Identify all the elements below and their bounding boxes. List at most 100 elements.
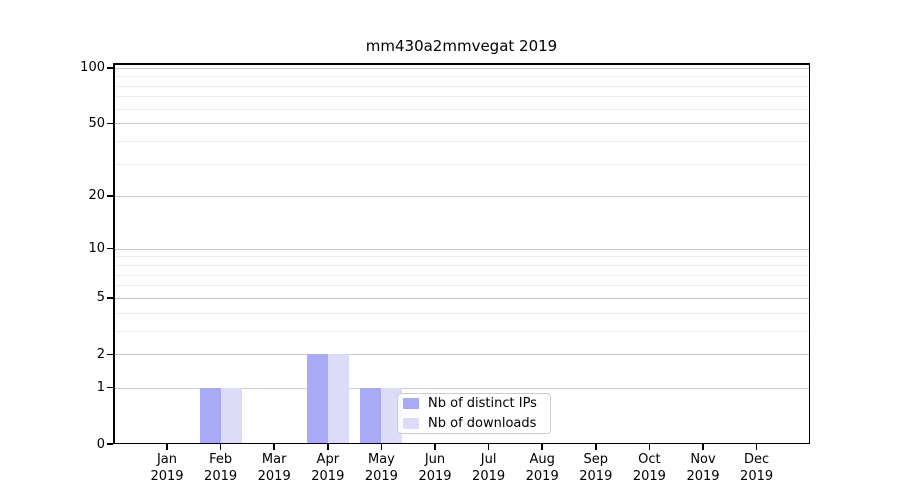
axis-spine-top	[113, 63, 810, 65]
x-tick-month: Dec	[744, 452, 770, 467]
x-tick-month: Jul	[480, 452, 497, 467]
gridline-9	[113, 256, 810, 258]
y-tick-mark-1	[107, 386, 113, 389]
x-tick-year: 2019	[204, 469, 238, 484]
gridline-1	[113, 387, 810, 389]
x-tick-label: May 2019	[351, 451, 411, 485]
x-tick-month: Oct	[638, 452, 661, 467]
y-tick-label: 20	[88, 188, 105, 204]
gridline-60	[113, 108, 810, 110]
legend-item: Nb of distinct IPs	[403, 397, 550, 410]
bar-downloads-apr-2019	[327, 354, 349, 444]
axis-spine-left	[113, 63, 115, 444]
y-tick-mark-5	[107, 297, 113, 299]
y-tick-mark-10	[107, 247, 113, 250]
x-tick-month: Nov	[690, 452, 716, 467]
x-tick-year: 2019	[632, 469, 666, 484]
x-tick-mark-nov-2019	[702, 444, 704, 450]
x-tick-label: Sep 2019	[566, 451, 626, 485]
y-tick-label: 50	[88, 115, 105, 131]
gridline-10	[113, 248, 810, 250]
gridline-50	[113, 123, 810, 125]
x-tick-year: 2019	[472, 469, 506, 484]
bar-distinct-ips-feb-2019	[199, 387, 221, 444]
x-tick-mark-mar-2019	[273, 444, 275, 450]
legend: Nb of distinct IPs Nb of downloads	[397, 393, 551, 434]
x-tick-label: Aug 2019	[512, 451, 572, 485]
legend-label: Nb of distinct IPs	[428, 396, 537, 411]
chart-title: mm430a2mmvegat 2019	[365, 37, 558, 55]
x-tick-month: Jun	[424, 452, 446, 467]
gridline-40	[113, 141, 810, 143]
gridline-70	[113, 96, 810, 98]
x-tick-label: Jan 2019	[137, 451, 197, 485]
bar-distinct-ips-apr-2019	[306, 354, 328, 444]
x-tick-mark-aug-2019	[541, 444, 543, 450]
gridline-100	[113, 67, 810, 69]
x-tick-month: Aug	[529, 452, 555, 467]
x-tick-label: Feb 2019	[191, 451, 251, 485]
x-tick-label: Mar 2019	[244, 451, 304, 485]
x-tick-mark-feb-2019	[219, 444, 222, 450]
gridline-20	[113, 195, 810, 197]
x-tick-mark-dec-2019	[755, 444, 758, 450]
y-tick-label: 100	[80, 60, 105, 76]
x-tick-label: Nov 2019	[673, 451, 733, 485]
y-tick-mark-20	[107, 195, 113, 197]
gridline-3	[113, 331, 810, 332]
x-tick-year: 2019	[525, 469, 559, 484]
gridline-7	[113, 274, 810, 276]
gridline-8	[113, 264, 810, 266]
x-tick-mark-sep-2019	[595, 444, 597, 450]
x-tick-label: Jul 2019	[459, 451, 519, 485]
x-tick-year: 2019	[579, 469, 613, 484]
gridline-4	[113, 312, 810, 314]
y-tick-label: 0	[96, 436, 105, 452]
gridline-5	[113, 297, 810, 299]
x-tick-month: Apr	[316, 452, 340, 467]
x-tick-month: Mar	[261, 452, 287, 467]
legend-label: Nb of downloads	[428, 416, 537, 431]
y-tick-mark-50	[107, 122, 113, 125]
x-tick-month: Jan	[156, 452, 178, 467]
gridline-80	[113, 85, 810, 87]
legend-item: Nb of downloads	[403, 417, 550, 430]
y-tick-mark-2	[107, 353, 113, 356]
y-tick-label: 10	[88, 241, 105, 256]
legend-swatch-icon	[403, 418, 419, 429]
x-tick-year: 2019	[311, 469, 345, 484]
axis-spine-bottom	[113, 442, 810, 444]
x-tick-month: May	[367, 452, 395, 467]
x-tick-mark-may-2019	[380, 444, 383, 450]
x-tick-label: Dec 2019	[727, 451, 787, 485]
axis-spine-right	[808, 63, 810, 444]
y-tick-mark-100	[107, 67, 113, 69]
x-tick-month: Sep	[583, 452, 609, 467]
x-tick-label: Oct 2019	[619, 451, 679, 485]
gridline-2	[113, 354, 810, 356]
legend-swatch-icon	[403, 398, 419, 409]
y-tick-label: 5	[96, 290, 105, 306]
bar-downloads-feb-2019	[220, 387, 242, 444]
gridline-90	[113, 76, 810, 78]
bar-distinct-ips-may-2019	[360, 387, 382, 444]
x-tick-year: 2019	[364, 469, 398, 484]
gridline-6	[113, 285, 810, 287]
y-tick-label: 2	[96, 346, 105, 362]
x-tick-year: 2019	[257, 469, 291, 484]
gridline-30	[113, 164, 810, 165]
x-tick-mark-apr-2019	[327, 444, 329, 450]
x-tick-mark-jun-2019	[434, 444, 436, 450]
x-tick-mark-jan-2019	[166, 444, 168, 450]
x-tick-year: 2019	[686, 469, 720, 484]
x-tick-year: 2019	[150, 469, 184, 484]
x-tick-mark-oct-2019	[648, 444, 651, 450]
plot-area: 0 1 2 5 10 20 50 100 Jan 2019 Feb 2019 Mar 2019 Apr 20…	[80, 61, 810, 484]
x-tick-label: Apr 2019	[298, 451, 358, 485]
x-tick-year: 2019	[418, 469, 452, 484]
x-tick-month: Feb	[209, 452, 233, 467]
y-tick-label: 1	[96, 380, 105, 395]
x-tick-year: 2019	[740, 469, 774, 484]
y-tick-mark-0	[107, 443, 113, 445]
